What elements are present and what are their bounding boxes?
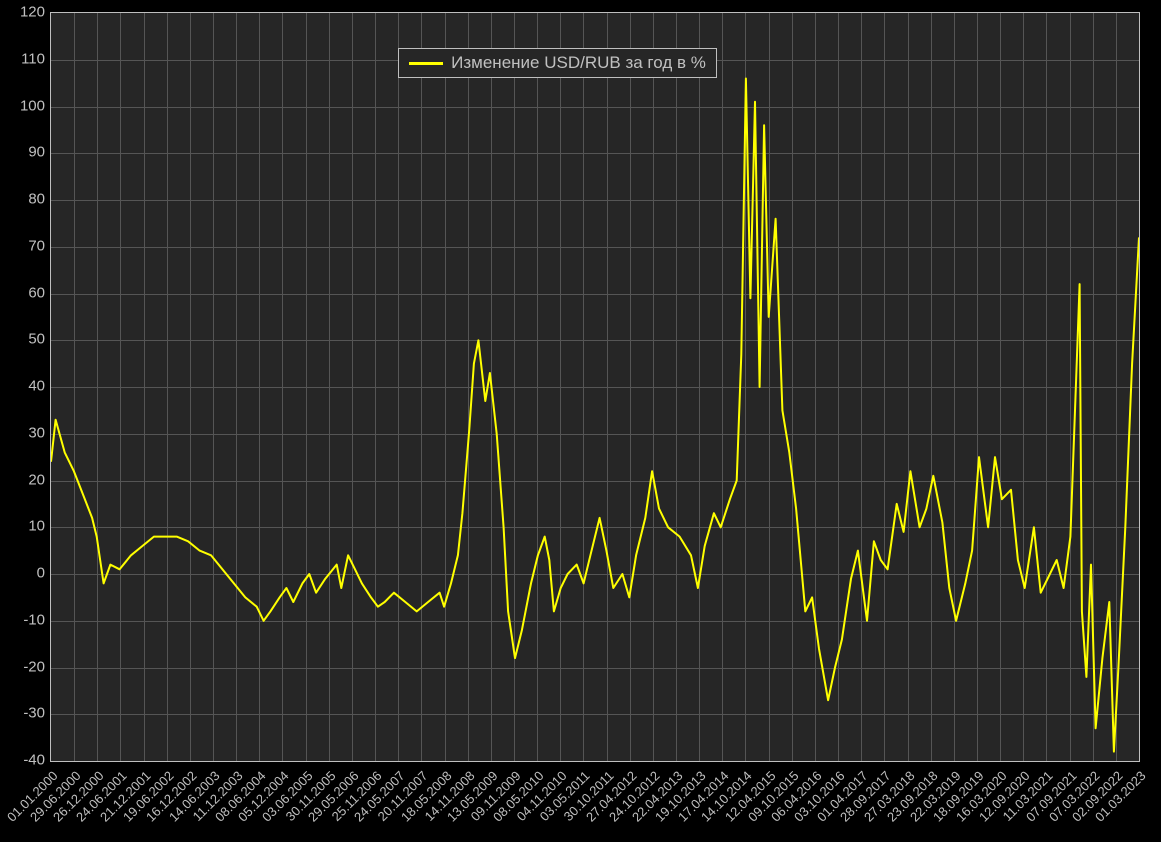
y-tick-label: -20 [5, 658, 45, 675]
y-tick-label: 0 [5, 565, 45, 582]
legend-line-icon [409, 62, 443, 65]
y-tick-label: 80 [5, 191, 45, 208]
series-line [51, 13, 1139, 761]
y-tick-label: 110 [5, 50, 45, 67]
y-tick-label: 60 [5, 284, 45, 301]
y-tick-label: -40 [5, 752, 45, 769]
chart-container: -40 -30 -20 -10 0 10 20 30 40 50 60 70 80 90 100 110 120… [0, 0, 1161, 842]
y-tick-label: -10 [5, 611, 45, 628]
y-tick-label: 20 [5, 471, 45, 488]
y-tick-label: 50 [5, 331, 45, 348]
legend: Изменение USD/RUB за год в % [398, 48, 717, 78]
y-tick-label: 100 [5, 97, 45, 114]
y-tick-label: 40 [5, 378, 45, 395]
y-tick-label: 90 [5, 144, 45, 161]
y-tick-label: 120 [5, 4, 45, 21]
legend-label: Изменение USD/RUB за год в % [451, 53, 706, 73]
y-tick-label: 70 [5, 237, 45, 254]
y-tick-label: 10 [5, 518, 45, 535]
y-tick-label: 30 [5, 424, 45, 441]
plot-area [50, 12, 1140, 762]
y-tick-label: -30 [5, 705, 45, 722]
